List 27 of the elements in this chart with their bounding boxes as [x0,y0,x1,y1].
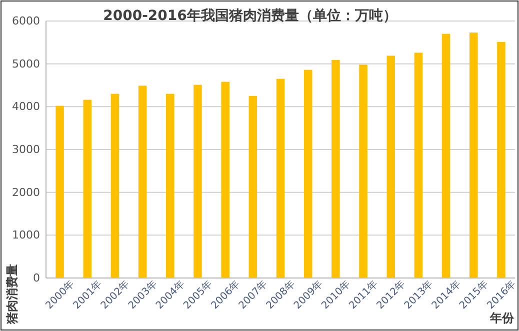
bar [138,86,147,278]
bar [110,94,120,278]
y-tick-label: 2000 [12,186,40,199]
y-tick-label: 6000 [12,14,40,28]
bar [414,52,423,278]
bar [194,84,202,278]
y-tick-label: 3000 [12,143,40,156]
y-tick-label: 5000 [12,57,40,70]
bar [276,78,285,278]
bar [56,106,64,278]
bar [442,34,450,278]
bar [332,60,340,278]
x-axis-title: 年份 [489,311,515,325]
chart-title: 2000-2016年我国猪肉消费量（单位：万吨） [103,8,397,24]
bar [469,32,478,278]
bar [83,100,92,278]
bar [221,82,230,278]
y-tick-label: 4000 [12,100,40,114]
y-tick-label: 0 [33,272,40,285]
bar [359,64,368,278]
bar [248,96,258,278]
y-tick-label: 1000 [12,228,40,242]
bar [497,42,506,278]
bar [386,56,395,278]
bar [166,94,174,278]
bar [304,70,312,278]
y-axis-title: 猪肉消费量 [5,264,19,325]
